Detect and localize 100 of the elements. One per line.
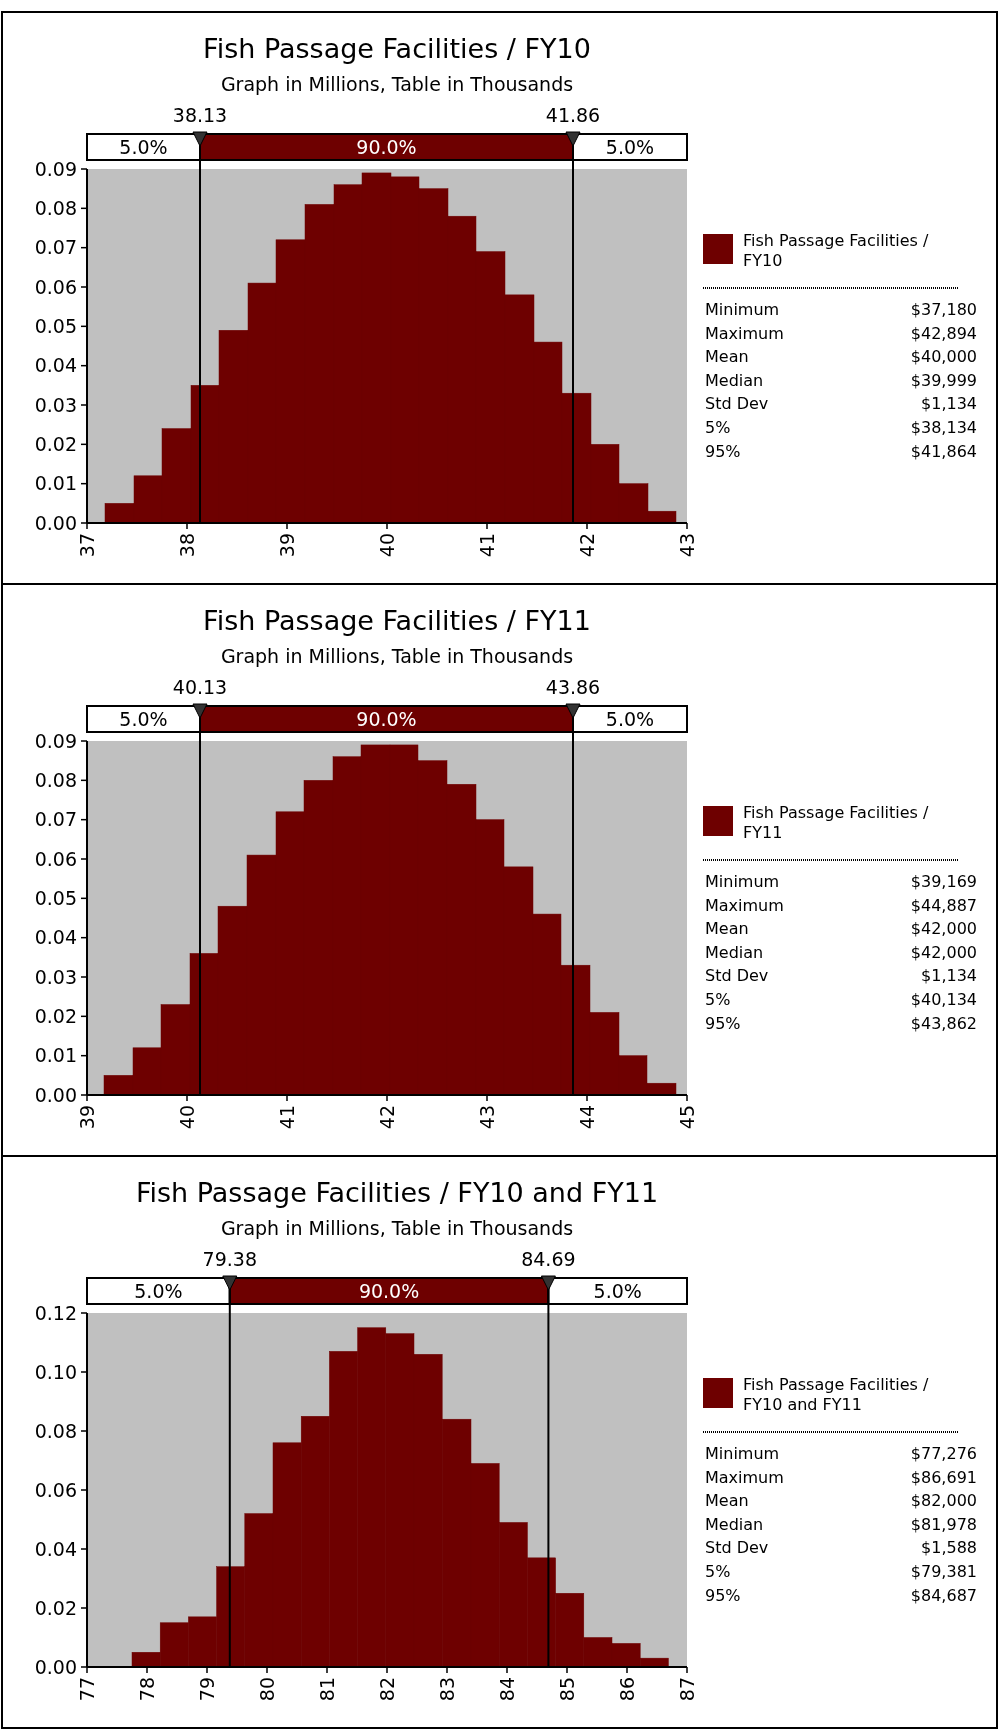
legend-label: Fish Passage Facilities / FY11 (743, 803, 929, 842)
x-tick-label: 84 (495, 1677, 518, 1702)
y-tick-label: 0.12 (34, 1301, 77, 1324)
x-tick-label: 86 (615, 1677, 638, 1702)
y-tick-label: 0.00 (34, 1655, 77, 1678)
text: Minimum (705, 872, 780, 891)
y-tick-label: 0.06 (34, 1478, 77, 1501)
text: $1,134 (921, 394, 977, 414)
text: Minimum (705, 1444, 780, 1463)
text: $37,180 (910, 300, 977, 319)
text: Maximum (705, 323, 784, 343)
ref-line-label: 43.86 (545, 676, 601, 698)
text: $86,691 (910, 1467, 977, 1487)
text: 90.0% (356, 136, 417, 158)
x-tick-label: 43 (675, 533, 698, 558)
text: $81,978 (910, 1514, 977, 1534)
y-tick-label: 0.05 (34, 314, 77, 337)
x-tick-label: 39 (275, 533, 298, 558)
x-tick-label: 42 (375, 1105, 398, 1130)
x-tick-label: 44 (575, 1105, 598, 1130)
x-tick-label: 43 (475, 1105, 498, 1130)
x-tick-label: 79 (195, 1677, 218, 1702)
y-tick-label: 0.04 (34, 354, 77, 377)
y-tick-label: 0.01 (34, 472, 77, 495)
x-tick-label: 45 (675, 1105, 698, 1130)
y-tick-label: 0.07 (34, 236, 77, 259)
y-tick-label: 0.10 (34, 1360, 77, 1383)
text: 5% (705, 990, 731, 1009)
text: $77,276 (910, 1444, 977, 1463)
text: $42,000 (910, 919, 977, 939)
y-tick-label: 0.05 (34, 886, 77, 909)
text: Std Dev (705, 394, 769, 414)
text: Mean (705, 347, 749, 367)
text: 5% (705, 1562, 731, 1581)
text: $41,864 (910, 441, 977, 461)
x-tick-label: 42 (575, 533, 598, 558)
chart-subtitle: Graph in Millions, Table in Thousands (220, 1217, 574, 1239)
text: 90.0% (358, 1280, 420, 1302)
text: Minimum (705, 300, 780, 319)
text: 95% (705, 1013, 741, 1033)
text: $39,169 (910, 872, 977, 891)
ref-line-label: 79.38 (202, 1248, 257, 1270)
text: $40,000 (910, 347, 977, 367)
text: Mean (705, 919, 749, 939)
text: Median (705, 370, 764, 390)
text: $42,894 (910, 323, 977, 343)
ref-line-label: 38.13 (172, 104, 228, 126)
text: 5.0% (119, 708, 168, 730)
x-tick-label: 40 (175, 1105, 198, 1130)
text: 5.0% (593, 1280, 642, 1302)
text: 5.0% (134, 1280, 183, 1302)
text: $40,134 (910, 990, 977, 1009)
x-tick-label: 77 (75, 1677, 98, 1702)
y-tick-label: 0.02 (34, 432, 77, 455)
y-tick-label: 0.03 (34, 965, 77, 988)
y-tick-label: 0.00 (34, 1083, 77, 1106)
chart-title: Fish Passage Facilities / FY10 (203, 33, 591, 64)
text: 90.0% (356, 708, 417, 730)
text: Median (705, 1514, 764, 1534)
y-tick-label: 0.00 (34, 511, 77, 534)
y-tick-label: 0.06 (34, 847, 77, 870)
text: $39,999 (910, 370, 977, 390)
x-tick-label: 78 (135, 1677, 158, 1702)
ref-line-label: 84.69 (521, 1248, 576, 1270)
text: Mean (705, 1491, 749, 1511)
x-tick-label: 38 (175, 533, 198, 558)
text: Maximum (705, 895, 784, 915)
y-tick-label: 0.04 (34, 1537, 77, 1560)
y-tick-label: 0.08 (34, 1419, 77, 1442)
text: $79,381 (910, 1562, 977, 1581)
text: $84,687 (910, 1585, 977, 1605)
x-tick-label: 40 (375, 533, 398, 558)
legend-label: Fish Passage Facilities / FY10 and FY11 (743, 1375, 929, 1414)
y-tick-label: 0.09 (34, 157, 77, 180)
legend-label: Fish Passage Facilities / FY10 (743, 231, 929, 270)
text: 95% (705, 441, 741, 461)
text: Std Dev (705, 966, 769, 986)
y-tick-label: 0.06 (34, 275, 77, 298)
text: Maximum (705, 1467, 784, 1487)
text: $44,887 (910, 895, 977, 915)
text: 5.0% (605, 136, 655, 158)
ref-line-label: 40.13 (172, 676, 228, 698)
text: $42,000 (910, 942, 977, 962)
x-tick-label: 41 (275, 1105, 298, 1130)
chart-subtitle: Graph in Millions, Table in Thousands (220, 73, 574, 95)
x-tick-label: 81 (315, 1677, 338, 1702)
text: $1,134 (921, 966, 977, 986)
y-tick-label: 0.04 (34, 926, 77, 949)
ref-line-label: 41.86 (545, 104, 601, 126)
y-tick-label: 0.09 (34, 729, 77, 752)
text: 5.0% (119, 136, 168, 158)
chart-title: Fish Passage Facilities / FY10 and FY11 (135, 1177, 659, 1208)
y-tick-label: 0.03 (34, 393, 77, 416)
text: Median (705, 942, 764, 962)
text: $43,862 (910, 1013, 977, 1033)
text: 5.0% (605, 708, 655, 730)
x-tick-label: 80 (255, 1677, 278, 1702)
y-tick-label: 0.07 (34, 808, 77, 831)
text: 95% (705, 1585, 741, 1605)
x-tick-label: 41 (475, 533, 498, 558)
